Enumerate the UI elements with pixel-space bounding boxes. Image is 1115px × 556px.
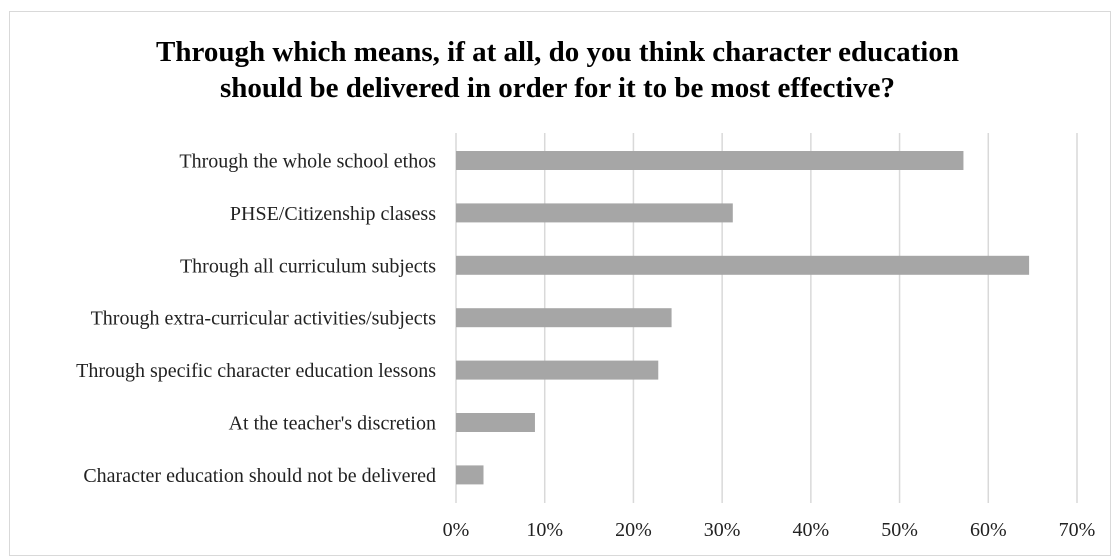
x-tick-label: 10% [526,519,563,541]
bar [456,308,672,328]
x-tick-label: 60% [970,519,1007,541]
category-label: Through all curriculum subjects [180,255,436,277]
x-tick-label: 50% [881,519,918,541]
chart-title: Through which means, if at all, do you t… [156,36,959,104]
category-label: PHSE/Citizenship clasess [230,203,436,225]
x-tick-label: 70% [1059,519,1096,541]
bar [456,413,535,432]
category-label: Character education should not be delive… [83,465,436,487]
x-tick-label: 30% [704,519,741,541]
x-tick-label: 40% [793,519,830,541]
bar [456,255,1030,275]
category-label: Through specific character education les… [76,360,436,382]
category-label: Through the whole school ethos [179,151,436,173]
bar [456,360,659,380]
bar [456,151,964,170]
x-tick-label: 0% [443,519,470,541]
category-label: At the teacher's discretion [229,413,436,435]
bar [456,465,484,485]
bar [456,203,733,223]
x-tick-label: 20% [615,519,652,541]
category-label: Through extra-curricular activities/subj… [91,308,437,330]
chart-frame [9,11,1111,556]
